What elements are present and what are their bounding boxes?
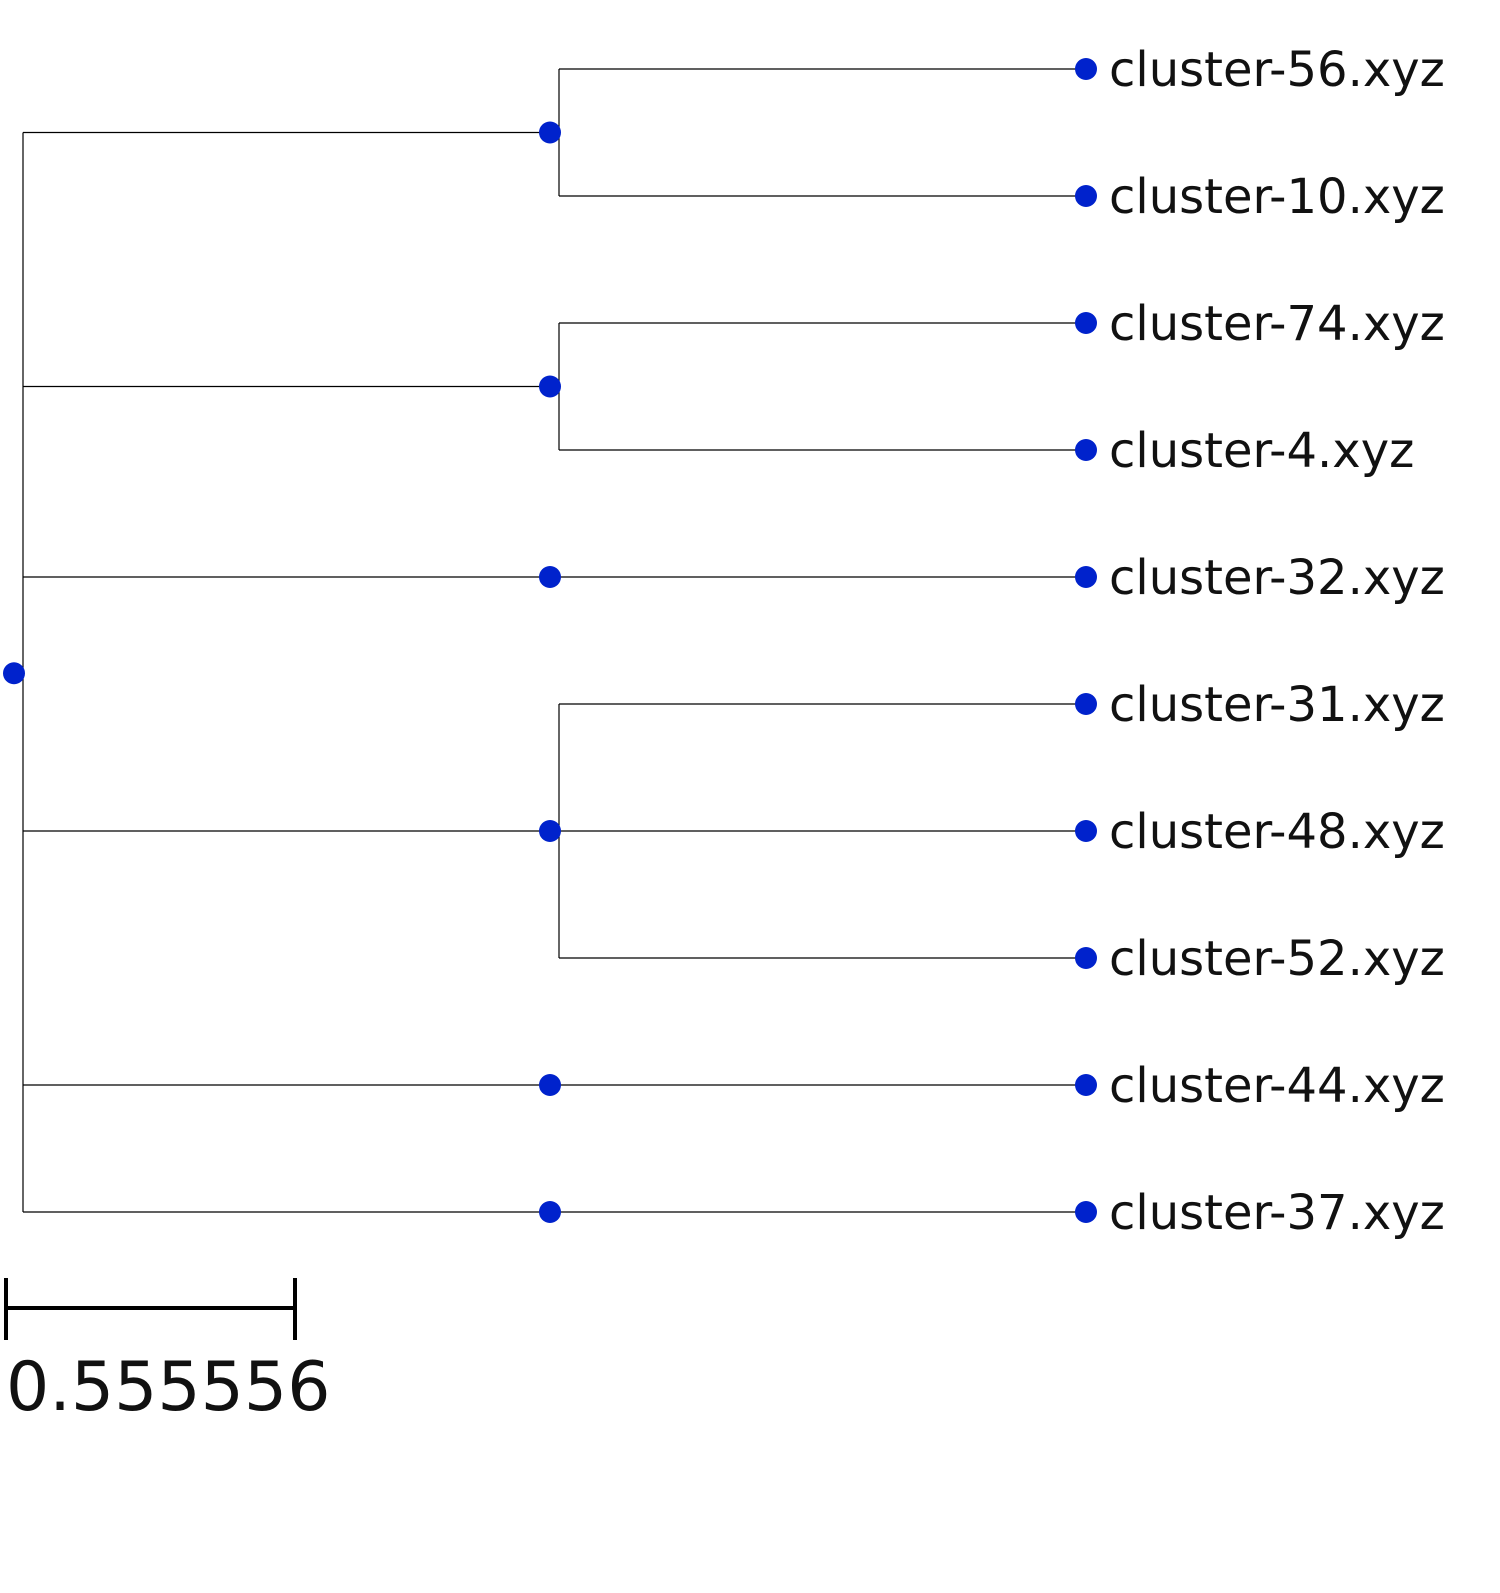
leaf-label: cluster-74.xyz [1109, 296, 1445, 352]
leaf-node [1075, 947, 1097, 969]
clade-node [539, 1074, 561, 1096]
clade-node [539, 1201, 561, 1223]
leaf-label: cluster-10.xyz [1109, 169, 1445, 225]
leaf-node [1075, 693, 1097, 715]
leaf-label: cluster-32.xyz [1109, 550, 1445, 606]
leaf-label: cluster-31.xyz [1109, 677, 1445, 733]
clade-node [539, 375, 561, 398]
root-node [3, 662, 25, 685]
leaf-labels: cluster-56.xyz cluster-10.xyz cluster-74.x… [1109, 42, 1445, 1241]
leaf-node [1075, 58, 1097, 80]
scale-bar: 0.555556 [4, 1278, 330, 1427]
leaf-node [1075, 1074, 1097, 1096]
leaf-label: cluster-44.xyz [1109, 1058, 1445, 1114]
leaf-label: cluster-52.xyz [1109, 931, 1445, 987]
scale-bar-label: 0.555556 [6, 1348, 330, 1427]
leaf-node [1075, 185, 1097, 207]
leaf-node [1075, 312, 1097, 334]
leaf-node [1075, 439, 1097, 461]
leaf-label: cluster-4.xyz [1109, 423, 1414, 479]
leaf-node [1075, 566, 1097, 588]
leaf-node [1075, 820, 1097, 842]
leaf-label: cluster-56.xyz [1109, 42, 1445, 98]
tree-nodes [3, 58, 1097, 1223]
clade-node [539, 820, 561, 842]
leaf-node [1075, 1201, 1097, 1223]
leaf-label: cluster-48.xyz [1109, 804, 1445, 860]
clade-node [539, 566, 561, 588]
leaf-label: cluster-37.xyz [1109, 1185, 1445, 1241]
clade-node [539, 121, 561, 144]
tree-branches [22, 68, 1086, 1213]
